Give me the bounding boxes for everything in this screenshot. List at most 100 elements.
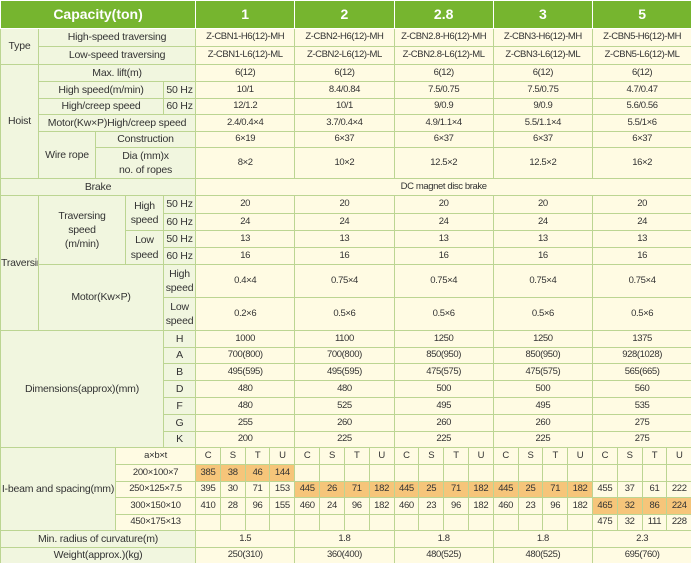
header-cell: 2 <box>294 0 395 29</box>
empty-cell <box>343 514 370 531</box>
value-cell: 144 <box>269 464 296 482</box>
value-cell: 700(800) <box>294 347 395 364</box>
empty-cell <box>492 464 519 482</box>
value-cell: 9/0.9 <box>492 98 594 115</box>
table-row: 450×175×13 475 32 111 228 <box>1 514 691 531</box>
value-cell: 71 <box>443 481 469 498</box>
value-cell: 495(595) <box>195 363 296 381</box>
label-line: (m/min) <box>64 238 100 251</box>
value-cell: 6×19 <box>195 131 296 148</box>
value-cell: 24 <box>393 213 494 231</box>
table-row: D 480 480 500 500 560 <box>1 380 691 398</box>
value-cell: 6(12) <box>393 64 494 82</box>
value-cell: 260 <box>393 414 494 432</box>
value-cell: 25 <box>517 481 544 498</box>
value-cell: 455 <box>592 481 618 498</box>
value-cell: 23 <box>418 497 445 515</box>
value-cell: 111 <box>641 514 668 531</box>
empty-cell <box>319 514 345 531</box>
value-cell: S <box>319 447 345 465</box>
label-cell: High speed <box>125 195 164 231</box>
value-cell: 0.5×6 <box>393 297 494 331</box>
value-cell: 535 <box>591 397 691 415</box>
label-cell: Traversing <box>0 195 39 331</box>
value-cell: 96 <box>542 497 569 515</box>
table-row: Dia (mm)x no. of ropes 8×2 10×2 12.5×2 12.5×2… <box>1 147 691 179</box>
value-cell: 182 <box>467 481 494 498</box>
value-cell: 225 <box>393 431 494 448</box>
label-cell: I-beam and spacing(mm) <box>0 447 116 531</box>
value-cell: Z-CBN2.8-H6(12)-MH <box>393 28 494 47</box>
value-cell: 200×100×7 <box>114 464 197 482</box>
value-cell: Z-CBN3-L6(12)-ML <box>492 46 594 65</box>
empty-cell <box>244 514 271 531</box>
value-cell: 8×2 <box>195 147 296 179</box>
label-cell: Weight(approx.)(kg) <box>0 547 197 563</box>
value-cell: 13 <box>492 230 594 248</box>
label-line: speed <box>165 282 194 294</box>
value-cell: 460 <box>393 497 420 515</box>
value-cell: 5.5/1×6 <box>591 114 691 132</box>
value-cell: DC magnet disc brake <box>195 178 691 196</box>
label-cell: Low speed <box>125 230 164 265</box>
label-line: speed <box>165 315 194 327</box>
value-cell: 37 <box>616 481 643 498</box>
value-cell: T <box>343 447 370 465</box>
value-cell: 12.5×2 <box>492 147 594 179</box>
value-cell: 16 <box>492 247 594 265</box>
value-cell: S <box>219 447 246 465</box>
empty-cell <box>492 514 519 531</box>
value-cell: 30 <box>219 481 246 498</box>
label-cell: High-speed traversing <box>37 28 197 47</box>
empty-cell <box>567 514 593 531</box>
label-cell: Max. lift(m) <box>37 64 197 82</box>
label-line: Low <box>135 234 154 247</box>
value-cell: 460 <box>294 497 321 515</box>
label-line: no. of ropes <box>119 164 173 176</box>
table-row: 300×150×10 410 28 96 155 460 24 96 182 460 23 96 182… <box>1 497 691 515</box>
value-cell: 12.5×2 <box>393 147 494 179</box>
value-cell: 0.5×6 <box>492 297 594 331</box>
value-cell: 0.2×6 <box>195 297 296 331</box>
value-cell: 0.75×4 <box>492 264 594 298</box>
label-line: High <box>134 199 155 212</box>
value-cell: 385 <box>195 464 221 482</box>
label-cell: H <box>162 330 197 348</box>
value-cell: 480(525) <box>492 547 594 563</box>
table-row: 250×125×7.5 395 30 71 153 445 26 71 182 445 25 71 18… <box>1 481 691 498</box>
value-cell: 96 <box>443 497 469 515</box>
value-cell: 3.7/0.4×4 <box>294 114 395 132</box>
value-cell: 360(400) <box>294 547 395 563</box>
value-cell: 6×37 <box>393 131 494 148</box>
value-cell: 20 <box>492 195 594 214</box>
value-cell: 71 <box>542 481 569 498</box>
label-line: speed <box>68 223 96 236</box>
table-row: Brake DC magnet disc brake <box>0 178 691 196</box>
value-cell: 182 <box>368 481 395 498</box>
empty-cell <box>567 464 593 482</box>
value-cell: 1.8 <box>393 530 494 548</box>
header-cell: 1 <box>195 0 296 29</box>
empty-cell <box>517 464 544 482</box>
header-cell: 3 <box>492 0 594 29</box>
value-cell: 96 <box>244 497 271 515</box>
empty-cell <box>542 464 569 482</box>
label-cell: Min. radius of curvature(m) <box>0 530 197 548</box>
value-cell: 1250 <box>393 330 494 348</box>
value-cell: U <box>666 447 691 465</box>
value-cell: 61 <box>641 481 668 498</box>
table-row: Wire rope Construction 6×19 6×37 6×37 6×37 6×3… <box>1 131 691 179</box>
value-cell: 200 <box>195 431 296 448</box>
value-cell: 300×150×10 <box>114 497 197 515</box>
value-cell: 445 <box>492 481 519 498</box>
empty-cell <box>393 514 420 531</box>
label-cell: Dimensions(approx)(mm) <box>0 330 164 448</box>
value-cell: 10/1 <box>294 98 395 115</box>
empty-cell <box>467 464 494 482</box>
value-cell: 10/1 <box>195 81 296 99</box>
empty-cell <box>592 464 618 482</box>
table-row: Capacity(ton) 1 2 2.8 3 5 <box>0 0 691 29</box>
value-cell: Z-CBN2-L6(12)-ML <box>294 46 395 65</box>
label-cell: 60 Hz <box>162 98 197 115</box>
value-cell: 480 <box>294 380 395 398</box>
